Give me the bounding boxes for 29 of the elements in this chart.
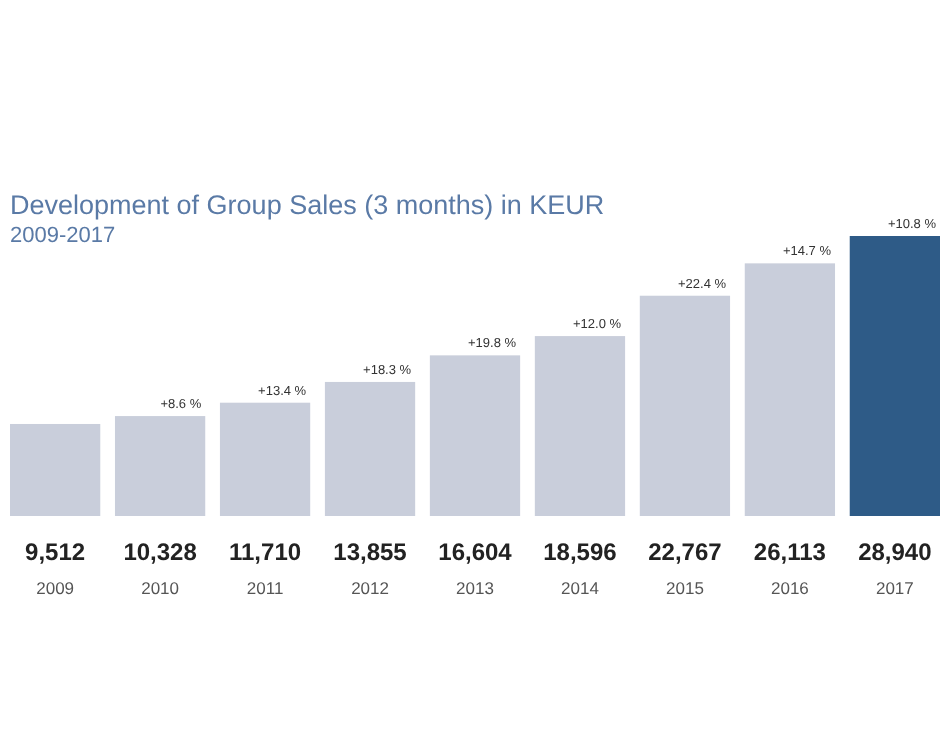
data-label: 10,328	[123, 538, 198, 566]
x-tick-label: 2015	[666, 578, 705, 599]
data-label: 22,767	[648, 538, 723, 566]
data-label: 18,596	[543, 538, 618, 566]
bar	[639, 295, 731, 516]
bar	[849, 236, 940, 516]
bar	[324, 381, 416, 516]
bar	[10, 423, 101, 516]
bar	[744, 263, 836, 516]
data-label: 28,940	[858, 538, 933, 566]
data-label: 11,710	[229, 538, 302, 566]
chart-subtitle: 2009-2017	[10, 224, 116, 248]
bar	[534, 336, 626, 516]
bar	[219, 402, 311, 516]
x-tick-label: 2009	[36, 578, 75, 599]
x-tick-label: 2013	[456, 578, 495, 599]
x-tick-label: 2014	[561, 578, 600, 599]
bar	[114, 416, 206, 516]
x-tick-label: 2017	[875, 578, 915, 599]
data-label: 9,512	[25, 538, 86, 566]
x-tick-label: 2012	[351, 578, 390, 599]
data-label: 26,113	[753, 538, 827, 566]
data-label: 13,855	[333, 538, 408, 566]
bar	[429, 355, 521, 516]
data-label: 16,604	[438, 538, 513, 566]
x-tick-label: 2016	[770, 578, 810, 599]
x-tick-label: 2011	[246, 578, 284, 599]
chart-title: Development of Group Sales (3 months) in KEUR	[10, 190, 605, 220]
x-tick-label: 2010	[141, 578, 180, 599]
